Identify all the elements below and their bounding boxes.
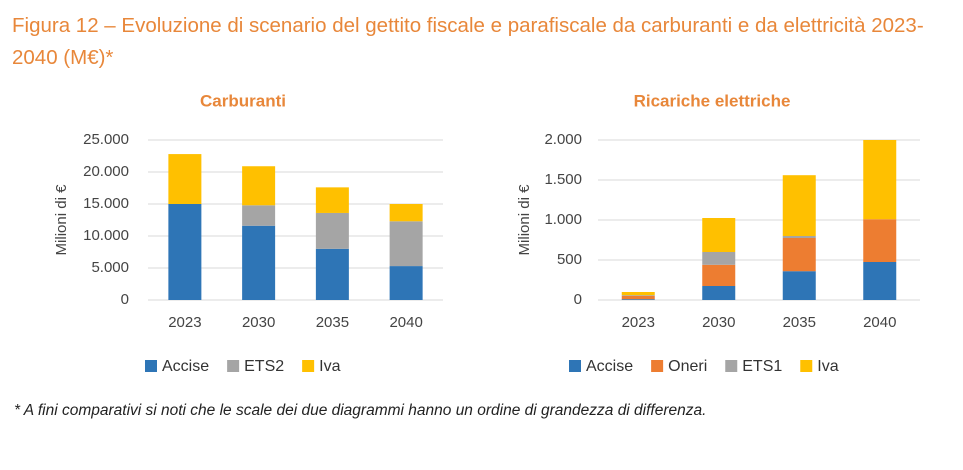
y-tick-label: 500 (557, 251, 582, 268)
y-axis-label: Milioni di € (516, 184, 533, 256)
legend-label: Oneri (668, 358, 707, 375)
legend-label: Iva (319, 358, 340, 375)
bar-segment (242, 225, 276, 300)
legend-label: Accise (586, 358, 633, 375)
footnote: * A fini comparativi si noti che le scal… (14, 402, 707, 419)
bar-segment (168, 204, 202, 300)
legend-swatch (651, 360, 664, 372)
y-axis-label: Milioni di € (53, 184, 70, 256)
legend-label: ETS1 (742, 358, 782, 375)
bar-segment (621, 292, 655, 296)
bar-segment (621, 299, 655, 300)
bar-segment (168, 154, 202, 204)
y-tick-label: 0 (121, 291, 129, 308)
y-tick-label: 15.000 (83, 195, 129, 212)
figure-title: Figura 12 – Evoluzione di scenario del g… (12, 14, 924, 69)
bar-segment (621, 295, 655, 296)
legend-swatch (302, 360, 315, 372)
y-tick-label: 20.000 (83, 163, 129, 180)
legend-label: ETS2 (244, 358, 284, 375)
chart-title: Ricariche elettriche (634, 91, 791, 110)
x-tick-label: 2040 (389, 314, 422, 331)
legend-swatch (145, 360, 157, 372)
bar-segment (782, 238, 816, 272)
y-tick-label: 10.000 (83, 227, 129, 244)
legend-label: Accise (162, 358, 209, 375)
bar-segment (389, 204, 423, 222)
x-tick-label: 2023 (168, 314, 201, 331)
legend-swatch (227, 360, 240, 372)
bar-segment (863, 219, 897, 262)
y-tick-label: 0 (574, 291, 582, 308)
bar-segment (702, 252, 736, 265)
bar-segment (782, 175, 816, 236)
x-tick-label: 2030 (702, 314, 735, 331)
x-tick-label: 2035 (783, 314, 816, 331)
bar-segment (389, 221, 423, 267)
bar-segment (782, 271, 816, 300)
bar-segment (242, 205, 276, 226)
x-tick-label: 2023 (622, 314, 655, 331)
x-tick-label: 2035 (316, 314, 349, 331)
x-tick-label: 2030 (242, 314, 275, 331)
legend-swatch (800, 360, 813, 372)
bar-segment (315, 212, 349, 249)
legend-swatch (569, 360, 581, 372)
y-tick-label: 1.000 (544, 211, 582, 228)
y-tick-label: 2.000 (544, 131, 582, 148)
bar-segment (702, 286, 736, 300)
legend-swatch (725, 360, 738, 372)
bar-segment (863, 262, 897, 300)
bar-segment (702, 218, 736, 252)
bar-segment (315, 248, 349, 300)
bar-segment (242, 166, 276, 206)
legend-label: Iva (817, 358, 838, 375)
bar-segment (702, 264, 736, 286)
y-tick-label: 1.500 (544, 171, 582, 188)
y-tick-label: 25.000 (83, 131, 129, 148)
bar-segment (782, 236, 816, 238)
chart-title: Carburanti (200, 91, 286, 110)
bar-segment (389, 266, 423, 300)
bar-segment (315, 187, 349, 213)
bar-segment (621, 296, 655, 300)
bar-segment (863, 140, 897, 220)
x-tick-label: 2040 (863, 314, 896, 331)
y-tick-label: 5.000 (91, 259, 129, 276)
